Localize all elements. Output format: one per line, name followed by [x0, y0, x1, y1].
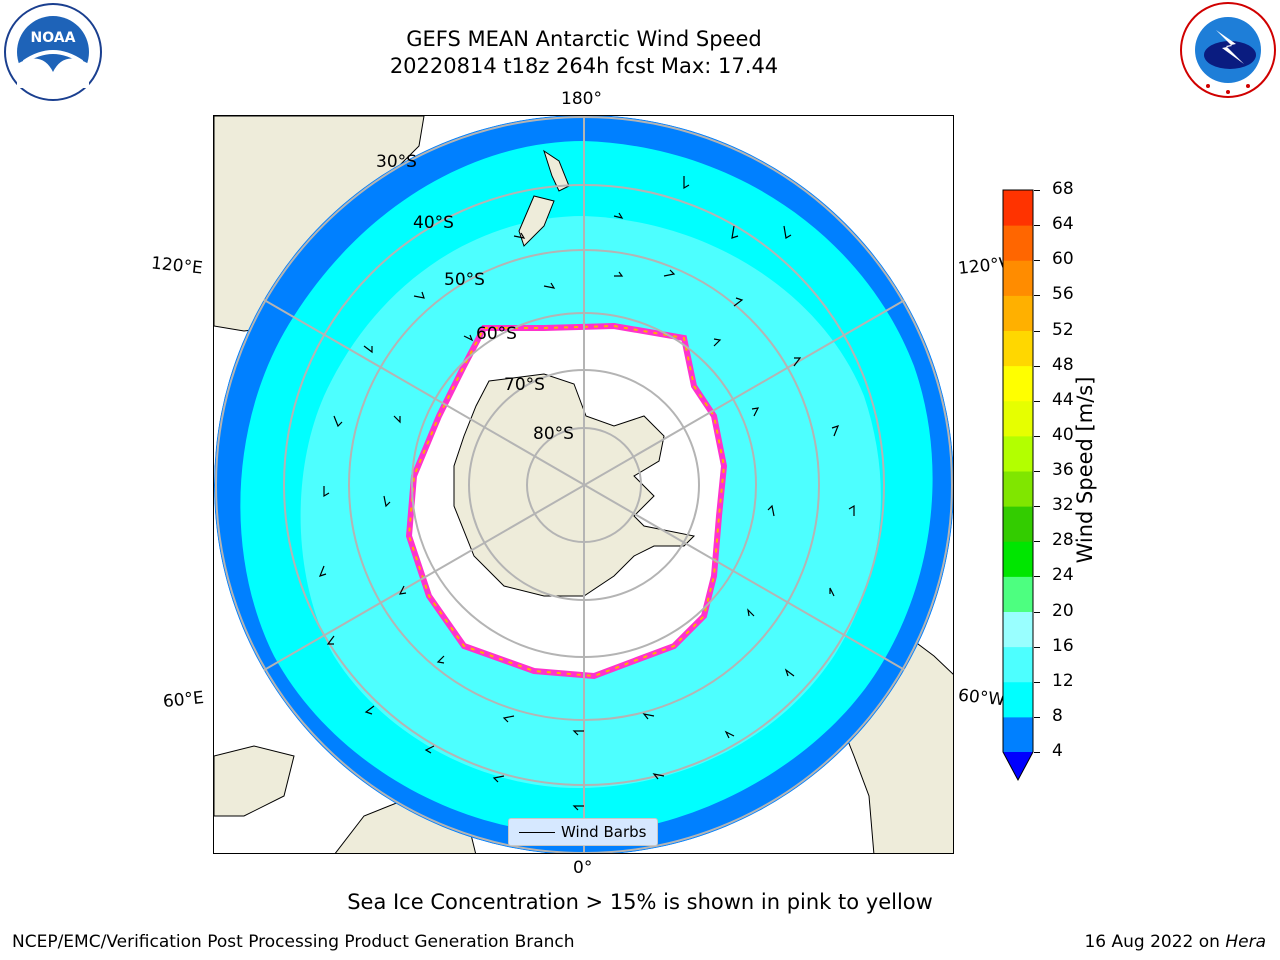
wind-barb-legend-label: Wind Barbs [561, 823, 647, 841]
colorbar-tick-mark [1034, 541, 1040, 543]
colorbar-tick-mark [1034, 716, 1040, 718]
chart-title: GEFS MEAN Antarctic Wind Speed [406, 27, 762, 51]
colorbar-tick-label: 44 [1052, 389, 1074, 410]
colorbar-segment [1003, 400, 1033, 437]
chart-subtitle: 20220814 t18z 264h fcst Max: 17.44 [389, 54, 779, 78]
lon-label-60e: 60°E [162, 687, 205, 713]
colorbar-segment [1003, 365, 1033, 402]
colorbar-segment [1003, 576, 1033, 612]
colorbar-tick-label: 24 [1052, 565, 1074, 586]
lat-label-50s: 50°S [444, 270, 485, 290]
colorbar-tick-label: 36 [1052, 460, 1074, 480]
map-legend: Wind Barbs [508, 818, 658, 846]
colorbar-segment [1003, 330, 1033, 367]
lat-label-40s: 40°S [413, 213, 454, 233]
africa-landmass [214, 745, 295, 817]
polar-map [213, 115, 954, 854]
colorbar-tick-label: 32 [1052, 495, 1074, 516]
footer-credit: NCEP/EMC/Verification Post Processing Pr… [12, 932, 575, 952]
lon-label-0: 0° [573, 858, 593, 878]
colorbar-label: Wind Speed [m/s] [1073, 376, 1097, 564]
footer-host: Hera [1225, 932, 1266, 952]
colorbar-segment [1003, 435, 1033, 472]
colorbar-tick-label: 28 [1052, 530, 1074, 551]
colorbar-tick-mark [1034, 365, 1040, 367]
colorbar-segment [1003, 471, 1033, 507]
colorbar-frame [1002, 189, 1034, 782]
colorbar-tick-mark [1034, 260, 1040, 262]
colorbar-segment [1003, 506, 1033, 542]
colorbar-tick-mark [1034, 681, 1040, 683]
colorbar-tick-label: 64 [1052, 214, 1074, 235]
lat-label-30s: 30°S [376, 152, 417, 172]
colorbar-segment [1003, 646, 1033, 683]
lat-label-70s: 70°S [504, 375, 545, 395]
sea-ice-caption: Sea Ice Concentration > 15% is shown in … [347, 890, 933, 914]
noaa-logo-text: NOAA [31, 30, 76, 46]
colorbar-segment [1003, 681, 1033, 718]
wind-barb-legend-line [519, 832, 555, 833]
colorbar-tick-label: 52 [1052, 319, 1074, 340]
colorbar-tick-mark [1034, 506, 1040, 508]
colorbar-tick-label: 48 [1052, 354, 1074, 375]
colorbar-segment [1003, 225, 1033, 261]
colorbar-tick-label: 56 [1052, 284, 1074, 305]
colorbar-tick-label: 4 [1052, 741, 1063, 761]
colorbar-tick-mark [1034, 400, 1040, 402]
new-zealand-landmass [518, 149, 570, 247]
colorbar-segment [1003, 295, 1033, 331]
colorbar-extend [1003, 752, 1033, 780]
colorbar-tick-mark [1034, 295, 1040, 297]
colorbar-segment [1003, 716, 1033, 753]
footer-date-text: 16 Aug 2022 on [1084, 932, 1226, 952]
colorbar-tick-mark [1034, 576, 1040, 578]
lon-label-60w: 60°W [957, 685, 1006, 711]
colorbar-tick-mark [1034, 646, 1040, 648]
colorbar-segment [1003, 541, 1033, 577]
nws-logo [1178, 0, 1278, 100]
noaa-logo: NOAA [2, 2, 104, 102]
wind-barbs [318, 176, 855, 811]
colorbar-tick-label: 68 [1052, 179, 1074, 199]
colorbar-tick-label: 60 [1052, 249, 1074, 270]
colorbar-segment [1003, 190, 1033, 226]
antarctica-landmass [453, 373, 696, 597]
lon-label-120e: 120°E [150, 253, 204, 279]
colorbar-tick-mark [1034, 611, 1040, 613]
colorbar-tick-mark [1034, 190, 1040, 191]
lat-label-80s: 80°S [533, 424, 574, 444]
colorbar-tick-mark [1034, 471, 1040, 472]
lon-label-180: 180° [561, 89, 602, 109]
footer-date: 16 Aug 2022 on Hera [1084, 932, 1266, 952]
colorbar-segment [1003, 260, 1033, 296]
lat-label-60s: 60°S [476, 324, 517, 344]
colorbar-tick-label: 40 [1052, 424, 1074, 445]
colorbar-tick-label: 12 [1052, 670, 1074, 691]
longitude-gridlines [214, 116, 953, 853]
colorbar-segment [1003, 611, 1033, 648]
colorbar-tick-label: 8 [1052, 705, 1063, 726]
colorbar-tick-label: 20 [1052, 600, 1074, 621]
colorbar [1002, 188, 1034, 783]
colorbar-tick-label: 16 [1052, 635, 1074, 656]
colorbar-tick-mark [1034, 752, 1040, 753]
colorbar-tick-mark [1034, 225, 1040, 227]
colorbar-tick-mark [1034, 330, 1040, 332]
colorbar-tick-mark [1034, 435, 1040, 437]
